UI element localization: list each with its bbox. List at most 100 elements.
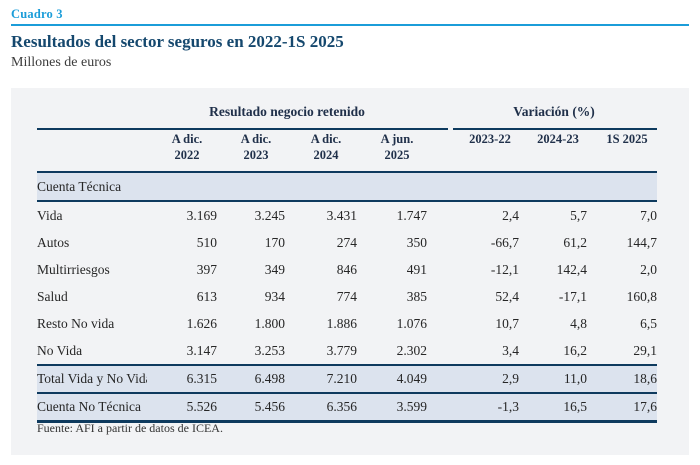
cell-value: 846	[336, 261, 357, 277]
spacer-cell	[427, 283, 451, 310]
cell-value: 1.626	[186, 315, 217, 331]
spacer-cell	[427, 229, 451, 256]
cell-value: 1.886	[326, 315, 357, 331]
cell-value: 2,4	[502, 207, 519, 223]
cell-value: 274	[336, 234, 357, 250]
row-label: Vida	[37, 207, 63, 223]
cell-value: 142,4	[556, 261, 587, 277]
cell-value: 1.747	[396, 207, 427, 223]
col-header-2023-22: 2023-22	[451, 128, 519, 173]
cell-value: 7,0	[640, 207, 658, 223]
cell-value: 3.779	[326, 342, 357, 358]
spacer-cell	[427, 96, 451, 128]
cell-value: 2,9	[451, 364, 519, 394]
row-label: Total Vida y No Vida	[37, 364, 147, 394]
cell-value: 934	[264, 288, 285, 304]
cell-value: 613	[196, 288, 217, 304]
cell-value: 7.210	[285, 364, 357, 394]
spacer-cell	[427, 393, 451, 423]
cell-value: 3.147	[186, 342, 217, 358]
spacer-cell	[427, 201, 451, 229]
cell-value: 349	[264, 261, 285, 277]
cell-value: 6.315	[147, 364, 217, 394]
cell-value: 5,7	[570, 207, 587, 223]
row-label: Autos	[37, 234, 70, 250]
table-row-cuenta-tecnica: Cuenta Técnica	[37, 172, 658, 202]
col-header-1s-2025: 1S 2025	[587, 128, 658, 173]
cell-value: 6.498	[217, 364, 285, 394]
cell-value: 2.302	[396, 342, 427, 358]
cell-value: -17,1	[558, 288, 587, 304]
cell-value: 3,4	[502, 342, 519, 358]
cell-value: 1.076	[396, 315, 427, 331]
table-row-cuenta-no-tecnica: Cuenta No Técnica 5.526 5.456 6.356 3.59…	[37, 393, 658, 423]
cell-value: 385	[406, 288, 427, 304]
cell-value: 4.049	[357, 364, 427, 394]
spacer-cell	[427, 337, 451, 365]
cell-value: 11,0	[519, 364, 587, 394]
page-subtitle: Millones de euros	[11, 55, 112, 70]
cell-value: 16,5	[519, 393, 587, 423]
cell-value: 3.245	[254, 207, 285, 223]
cell-value: 29,1	[633, 342, 658, 358]
col-header-dic-2024: A dic. 2024	[285, 128, 357, 173]
cell-value: 2,0	[640, 261, 658, 277]
table-row-total-vida-no-vida: Total Vida y No Vida 6.315 6.498 7.210 4…	[37, 364, 658, 394]
cell-value: 61,2	[563, 234, 587, 250]
row-label: Cuenta No Técnica	[37, 393, 147, 423]
group-header-row: Resultado negocio retenido Variación (%)	[37, 96, 657, 128]
cell-value: 3.253	[254, 342, 285, 358]
cell-value: 5.526	[147, 393, 217, 423]
col-header-jun-2025: A jun. 2025	[357, 128, 427, 173]
table-row-resto-no-vida: Resto No vida 1.626 1.800 1.886 1.076 10…	[37, 310, 657, 337]
cyan-rule	[11, 24, 689, 26]
cell-value: 6,5	[640, 315, 658, 331]
spacer-cell	[427, 310, 451, 337]
cell-value: 10,7	[495, 315, 519, 331]
cell-value: 3.169	[186, 207, 217, 223]
cell-value: 510	[196, 234, 217, 250]
row-label: Resto No vida	[37, 315, 115, 331]
cell-value: 52,4	[495, 288, 519, 304]
cell-value: 18,6	[587, 364, 658, 394]
cell-value: 6.356	[285, 393, 357, 423]
cell-value: 491	[406, 261, 427, 277]
source-note: Fuente: AFI a partir de datos de ICEA.	[37, 421, 223, 435]
group-header-variation: Variación (%)	[513, 104, 595, 119]
spacer-cell	[427, 128, 451, 173]
empty-label-header	[37, 128, 147, 173]
cell-value: 350	[406, 234, 427, 250]
col-header-2024-23: 2024-23	[519, 128, 587, 173]
cell-value: 5.456	[217, 393, 285, 423]
cell-value: -12,1	[490, 261, 519, 277]
table-row-vida: Vida 3.169 3.245 3.431 1.747 2,4 5,7 7,0	[37, 201, 657, 229]
cell-value: 16,2	[563, 342, 587, 358]
results-table: Resultado negocio retenido Variación (%)…	[37, 96, 658, 423]
cell-value: 160,8	[626, 288, 658, 304]
table-row-autos: Autos 510 170 274 350 -66,7 61,2 144,7	[37, 229, 657, 256]
table-row-multirriesgos: Multirriesgos 397 349 846 491 -12,1 142,…	[37, 256, 657, 283]
cell-value: 170	[264, 234, 285, 250]
group-header-retained: Resultado negocio retenido	[209, 104, 365, 119]
table-row-no-vida: No Vida 3.147 3.253 3.779 2.302 3,4 16,2…	[37, 337, 657, 365]
cell-value: 3.431	[326, 207, 357, 223]
row-label: Cuenta Técnica	[37, 172, 658, 202]
spacer-cell	[427, 256, 451, 283]
col-header-dic-2022: A dic. 2022	[147, 128, 217, 173]
row-label: No Vida	[37, 342, 83, 358]
table-panel: Resultado negocio retenido Variación (%)…	[11, 88, 689, 455]
table-row-salud: Salud 613 934 774 385 52,4 -17,1 160,8	[37, 283, 657, 310]
cell-value: 3.599	[357, 393, 427, 423]
row-label: Salud	[37, 288, 68, 304]
cell-value: 774	[336, 288, 357, 304]
col-header-dic-2023: A dic. 2023	[217, 128, 285, 173]
empty-corner-cell	[37, 96, 147, 128]
row-label: Multirriesgos	[37, 261, 110, 277]
cell-value: -66,7	[490, 234, 519, 250]
column-header-row: A dic. 2022 A dic. 2023 A dic. 2024 A jun. 2…	[37, 128, 658, 173]
page-title: Resultados del sector seguros en 2022-1S…	[11, 32, 344, 51]
cell-value: 4,8	[570, 315, 587, 331]
table-kicker: Cuadro 3	[11, 7, 63, 21]
cell-value: 397	[196, 261, 217, 277]
